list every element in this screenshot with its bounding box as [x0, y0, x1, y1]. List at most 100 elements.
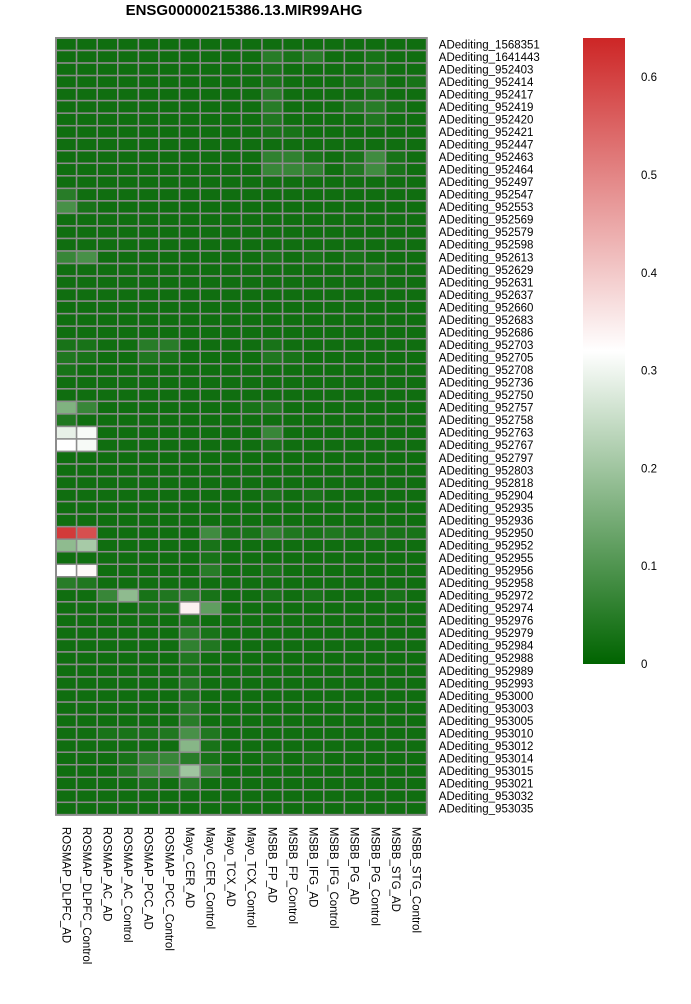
heatmap-cell	[199, 413, 222, 428]
row-label: ADediting_952803	[439, 465, 534, 477]
heatmap-cell	[364, 550, 387, 566]
heatmap-cell	[302, 137, 325, 152]
heatmap-cell	[240, 225, 263, 240]
heatmap-cell	[96, 325, 119, 340]
heatmap-cell	[343, 337, 366, 353]
heatmap-cell	[302, 801, 325, 816]
heatmap-cell	[96, 588, 119, 603]
heatmap-cell	[55, 87, 78, 102]
heatmap-cell	[117, 738, 140, 753]
heatmap-cell	[261, 563, 284, 578]
color-legend-bar	[583, 38, 625, 664]
heatmap-cell	[75, 312, 98, 327]
heatmap-cell	[75, 212, 98, 227]
heatmap-cell	[75, 87, 98, 102]
heatmap-cell	[55, 237, 78, 252]
heatmap-cell	[261, 112, 284, 127]
heatmap-cell	[323, 300, 346, 315]
heatmap-cell	[220, 150, 243, 165]
row-label: ADediting_952708	[439, 365, 534, 377]
heatmap-cell	[364, 676, 387, 691]
heatmap-cell	[55, 776, 78, 791]
heatmap-cell	[240, 688, 263, 703]
heatmap-cell	[75, 588, 98, 603]
heatmap-cell	[96, 450, 119, 465]
heatmap-cell	[178, 601, 201, 616]
heatmap-cell	[75, 37, 98, 52]
heatmap-cell	[323, 212, 346, 227]
heatmap-cell	[199, 525, 222, 540]
heatmap-cell	[323, 350, 346, 365]
heatmap-cell	[220, 375, 243, 390]
heatmap-cell	[261, 425, 284, 440]
heatmap-cell	[405, 175, 428, 190]
heatmap-cell	[96, 225, 119, 240]
heatmap-cell	[384, 350, 407, 365]
heatmap-cell	[75, 325, 98, 340]
heatmap-cell	[96, 363, 119, 378]
heatmap-cell	[178, 187, 201, 202]
heatmap-cell	[55, 801, 78, 816]
heatmap-cell	[364, 576, 387, 591]
heatmap-cell	[220, 262, 243, 277]
row-label: ADediting_952979	[439, 628, 534, 640]
heatmap-cell	[302, 738, 325, 753]
heatmap-cell	[96, 112, 119, 127]
heatmap-cell	[384, 400, 407, 415]
heatmap-cell	[343, 262, 366, 277]
heatmap-cell	[220, 713, 243, 728]
heatmap-cell	[220, 801, 243, 816]
heatmap-cell	[405, 337, 428, 353]
heatmap-cell	[261, 713, 284, 728]
heatmap-cell	[158, 112, 181, 127]
heatmap-cell	[281, 525, 304, 540]
heatmap-cell	[281, 99, 304, 114]
row-label: ADediting_952976	[439, 616, 534, 628]
heatmap-cell	[281, 500, 304, 515]
heatmap-cell	[55, 337, 78, 353]
heatmap-cell	[240, 463, 263, 478]
column-label: ROSMAP_PCC_AD	[142, 827, 154, 930]
heatmap-cell	[178, 626, 201, 641]
row-label: ADediting_952767	[439, 440, 534, 452]
heatmap-cell	[343, 651, 366, 666]
heatmap-cell	[178, 613, 201, 628]
heatmap-cell	[323, 37, 346, 52]
heatmap-cell	[343, 74, 366, 89]
heatmap-cell	[158, 400, 181, 415]
heatmap-cell	[240, 726, 263, 741]
heatmap-cell	[261, 312, 284, 327]
heatmap-cell	[220, 701, 243, 716]
heatmap-cell	[281, 638, 304, 653]
heatmap-cell	[55, 37, 78, 52]
heatmap-cell	[261, 626, 284, 641]
heatmap-cell	[199, 663, 222, 678]
heatmap-cell	[405, 62, 428, 77]
heatmap-cell	[281, 187, 304, 202]
heatmap-cell	[281, 475, 304, 490]
heatmap-cell	[405, 300, 428, 315]
heatmap-cell	[178, 538, 201, 553]
row-label: ADediting_952984	[439, 641, 534, 653]
heatmap-cell	[240, 62, 263, 77]
heatmap-cell	[343, 550, 366, 566]
heatmap-cell	[158, 638, 181, 653]
heatmap-cell	[199, 776, 222, 791]
heatmap-cell	[96, 500, 119, 515]
heatmap-cell	[220, 99, 243, 114]
heatmap-cell	[117, 763, 140, 779]
heatmap-cell	[178, 801, 201, 816]
heatmap-cell	[199, 124, 222, 139]
heatmap-cell	[137, 287, 160, 302]
heatmap-cell	[364, 237, 387, 252]
column-label: Mayo_TCX_AD	[224, 827, 236, 907]
heatmap-cell	[158, 801, 181, 816]
heatmap-cell	[302, 538, 325, 553]
heatmap-cell	[240, 287, 263, 302]
column-label: Mayo_TCX_Control	[245, 827, 257, 928]
heatmap-cell	[137, 262, 160, 277]
heatmap-cell	[220, 613, 243, 628]
heatmap-cell	[323, 500, 346, 515]
heatmap-cell	[137, 99, 160, 114]
heatmap-cell	[240, 200, 263, 215]
